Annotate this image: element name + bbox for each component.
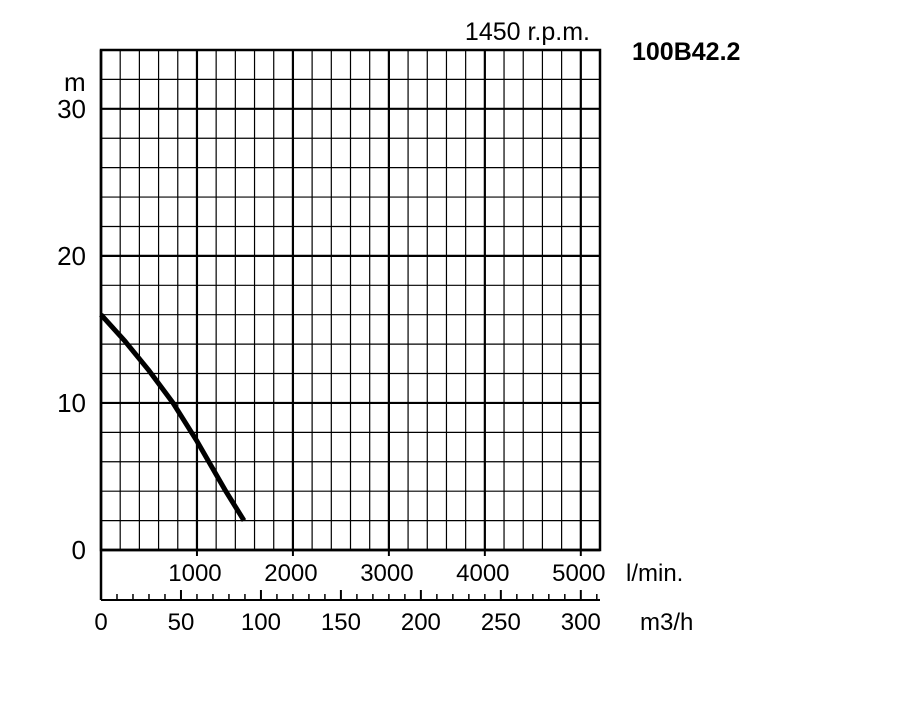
grid bbox=[101, 49, 601, 552]
x-primary-tick-label: 4000 bbox=[456, 560, 509, 587]
x-primary-tick-label: 1000 bbox=[168, 560, 221, 587]
y-tick-label: 30 bbox=[57, 94, 86, 124]
y-tick-label: 20 bbox=[57, 241, 86, 271]
x-secondary-tick-label: 50 bbox=[168, 609, 195, 636]
curve-layer bbox=[99, 313, 247, 522]
x-primary-unit-label: l/min. bbox=[626, 560, 683, 587]
y-tick-label: 10 bbox=[57, 388, 86, 418]
labels: 1450 r.p.m. 100B42.2 m l/min. m3/h 1000 2… bbox=[57, 18, 740, 636]
x-primary-tick-label: 5000 bbox=[552, 560, 605, 587]
axes bbox=[99, 48, 602, 601]
y-axis-unit-label: m bbox=[64, 67, 86, 97]
x-secondary-tick-label: 100 bbox=[241, 609, 281, 636]
head-flow-curve bbox=[99, 313, 247, 522]
x-secondary-tick-label: 150 bbox=[321, 609, 361, 636]
x-primary-tick-label: 3000 bbox=[360, 560, 413, 587]
x-secondary-tick-label: 200 bbox=[401, 609, 441, 636]
x-secondary-tick-label: 300 bbox=[561, 609, 601, 636]
x-primary-tick-label: 2000 bbox=[264, 560, 317, 587]
y-tick-label: 0 bbox=[72, 535, 86, 565]
model-label: 100B42.2 bbox=[632, 38, 740, 66]
x-secondary-tick-label: 250 bbox=[481, 609, 521, 636]
speed-label: 1450 r.p.m. bbox=[465, 18, 590, 46]
x-secondary-tick-label: 0 bbox=[94, 609, 107, 636]
x-secondary-unit-label: m3/h bbox=[640, 609, 693, 636]
